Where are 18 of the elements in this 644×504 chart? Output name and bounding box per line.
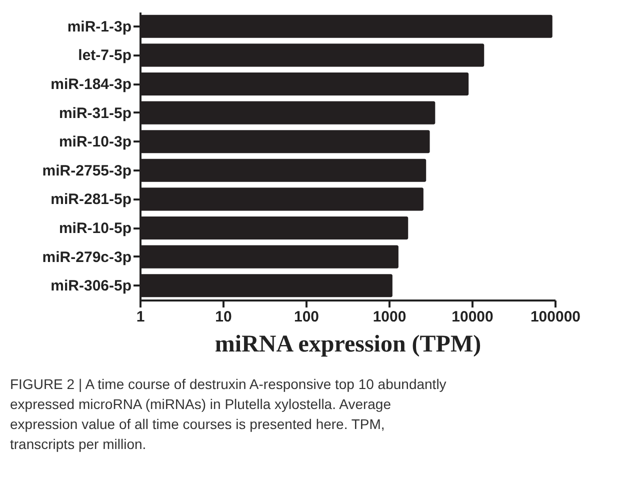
y-tick-label: miR-281-5p <box>50 191 132 208</box>
y-tick-label: miR-306-5p <box>50 278 132 295</box>
y-tick-label: let-7-5p <box>78 47 132 64</box>
x-tick-label: 10 <box>215 308 232 326</box>
y-tick-label: miR-2755-3p <box>42 162 132 180</box>
x-tick-label: 10000 <box>452 308 494 326</box>
x-tick-label: 100000 <box>530 308 581 326</box>
x-axis-title: miRNA expression (TPM) <box>214 332 482 358</box>
caption: FIGURE 2 | A time course of destruxin A-responsive top 10 abundantly expressed microRNA (miRNAs) in Plutella xylostella. Average expression value of all time courses is presented here. TPM, transcripts per million. <box>10 376 446 452</box>
y-tick-label: miR-10-5p <box>58 220 132 237</box>
y-tick-label: miR-279c-3p <box>42 248 132 266</box>
x-tick-label: 1 <box>136 308 145 326</box>
y-tick-label: miR-31-5p <box>58 104 132 122</box>
y-tick-label: miR-10-3p <box>58 134 132 151</box>
x-tick-label: 1000 <box>372 308 406 326</box>
y-tick-label: miR-1-3p <box>67 18 132 36</box>
y-tick-label: miR-184-3p <box>50 76 132 93</box>
x-tick-label: 100 <box>294 308 320 326</box>
